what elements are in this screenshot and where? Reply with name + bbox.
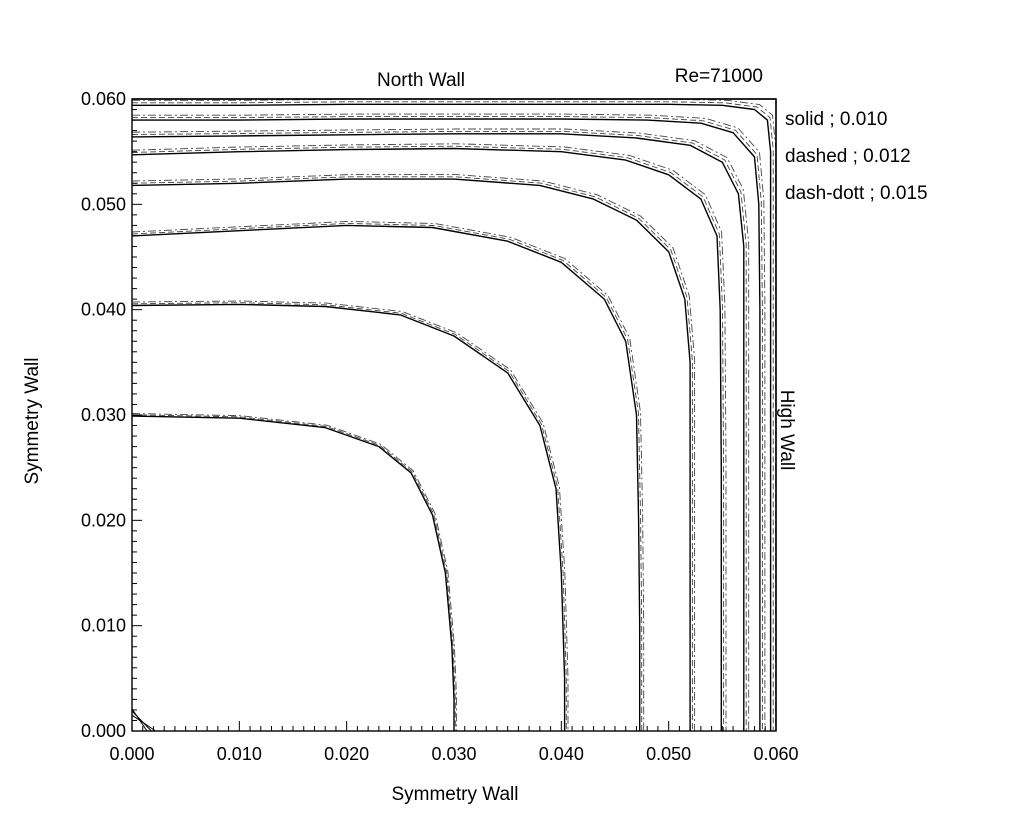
y-axis-ticks: 0.000 0.010 0.020 0.030 0.040 0.050 0.060 bbox=[81, 89, 142, 741]
contour-dashed-level-7 bbox=[132, 116, 763, 731]
plot-frame bbox=[131, 98, 777, 732]
y-axis-label: Symmetry Wall bbox=[22, 357, 43, 484]
contour-dash-dot-level-2 bbox=[131, 300, 569, 731]
contour-solid-level-1 bbox=[131, 415, 455, 731]
x-tick-label: 0.030 bbox=[431, 744, 476, 764]
y-tick-label: 0.060 bbox=[81, 89, 126, 109]
y-tick-label: 0.020 bbox=[81, 510, 126, 530]
legend: solid ; 0.010 dashed ; 0.012 dash-dott ;… bbox=[785, 109, 928, 204]
x-tick-label: 0.010 bbox=[217, 744, 262, 764]
corner-contour-mark bbox=[131, 710, 152, 732]
annotation-reynolds: Re=71000 bbox=[675, 66, 763, 87]
x-tick-label: 0.040 bbox=[539, 744, 584, 764]
y-tick-label: 0.030 bbox=[81, 405, 126, 425]
x-tick-label: 0.050 bbox=[646, 744, 691, 764]
contour-solid-level-9 bbox=[132, 98, 777, 731]
legend-entry-solid: solid ; 0.010 bbox=[785, 109, 887, 130]
contour-solid-level-4 bbox=[131, 178, 691, 731]
contour-dashed-level-2 bbox=[131, 302, 567, 731]
contour-lines bbox=[131, 98, 777, 732]
x-tick-label: 0.060 bbox=[753, 744, 798, 764]
top-label: North Wall bbox=[377, 70, 465, 91]
contour-solid-level-2 bbox=[131, 303, 566, 731]
contour-solid-level-3 bbox=[131, 224, 641, 731]
contour-solid-level-7 bbox=[132, 118, 761, 731]
contour-dashed-level-5 bbox=[131, 145, 725, 731]
contour-dash-dot-level-4 bbox=[131, 174, 696, 731]
contour-dashed-level-8 bbox=[132, 101, 774, 731]
x-tick-label: 0.000 bbox=[109, 744, 154, 764]
axes bbox=[131, 98, 777, 732]
legend-entry-dash-dot: dash-dott ; 0.015 bbox=[785, 183, 928, 204]
contour-solid-level-8 bbox=[132, 103, 772, 731]
contour-dashed-level-4 bbox=[131, 176, 693, 731]
y-tick-label: 0.050 bbox=[81, 194, 126, 214]
x-tick-label: 0.020 bbox=[324, 744, 369, 764]
contour-dashed-level-1 bbox=[131, 414, 456, 731]
y-tick-label: 0.010 bbox=[81, 616, 126, 636]
x-axis-label: Symmetry Wall bbox=[391, 784, 518, 805]
contour-dash-dot-level-3 bbox=[131, 220, 645, 731]
contour-dash-dot-level-1 bbox=[131, 413, 458, 731]
y-tick-label: 0.000 bbox=[81, 721, 126, 741]
legend-entry-dashed: dashed ; 0.012 bbox=[785, 146, 911, 167]
contour-solid-level-5 bbox=[131, 147, 722, 731]
contour-dashed-level-6 bbox=[131, 130, 747, 731]
x-axis-ticks: 0.000 0.010 0.020 0.030 0.040 0.050 0.060 bbox=[109, 721, 799, 764]
corner-contour-mark bbox=[131, 714, 156, 732]
y-tick-label: 0.040 bbox=[81, 300, 126, 320]
contour-dash-dot-level-6 bbox=[131, 128, 750, 731]
right-label: High Wall bbox=[776, 390, 797, 471]
contour-dash-dot-level-7 bbox=[132, 113, 766, 731]
contour-dashed-level-3 bbox=[131, 222, 643, 731]
contour-dash-dot-level-5 bbox=[131, 143, 727, 731]
contour-solid-level-6 bbox=[131, 133, 745, 731]
